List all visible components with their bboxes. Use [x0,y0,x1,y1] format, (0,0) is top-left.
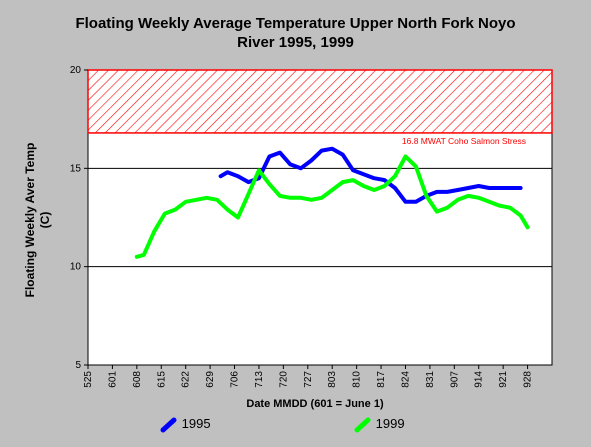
legend-item-1999: 1999 [354,416,405,433]
series-line-1995 [218,146,523,204]
legend-label-1995: 1995 [181,416,211,431]
x-tick-label-803: 803 [327,371,338,388]
legend-label-1999: 1999 [375,416,405,431]
x-tick-label-622: 622 [181,371,192,388]
x-tick-label-706: 706 [230,371,241,388]
x-tick-label-713: 713 [254,371,265,388]
x-tick-label-831: 831 [425,371,436,388]
y-axis-label-line-1: Floating Weekly Aver Temp [23,143,37,298]
x-tick-label-720: 720 [278,371,289,388]
x-tick-label-601: 601 [107,371,118,388]
y-axis-label-line-2: (C) [38,212,52,229]
x-tick-label-907: 907 [449,371,460,388]
x-tick-label-615: 615 [156,371,167,388]
x-tick-label-525: 525 [83,371,94,388]
x-tick-label-824: 824 [400,371,411,388]
plot-area: 16.8 MWAT Coho Salmon Stress 5 10 15 20 525 60… [70,65,553,388]
x-tick-label-608: 608 [132,371,143,388]
y-tick-label-5: 5 [75,360,81,371]
x-tick-label-810: 810 [352,371,363,388]
stress-threshold-band [87,69,553,134]
chart-title-line-1: Floating Weekly Average Temperature Uppe… [75,15,516,32]
legend-item-1995: 1995 [160,416,211,433]
x-tick-label-629: 629 [205,371,216,388]
y-tick-label-10: 10 [70,262,82,273]
series-line-1999 [134,154,530,259]
threshold-label: 16.8 MWAT Coho Salmon Stress [402,136,526,146]
y-tick-label-15: 15 [70,163,82,174]
x-axis-label: Date MMDD (601 = June 1) [246,398,384,410]
x-tick-label-914: 914 [474,371,485,388]
x-tick-label-727: 727 [303,371,314,388]
y-tick-label-20: 20 [70,65,82,76]
legend-swatch-1999 [354,417,371,433]
chart-title: Floating Weekly Average Temperature Uppe… [0,14,591,52]
chart-title-line-2: River 1995, 1999 [237,34,354,51]
x-tick-label-921: 921 [498,371,509,388]
x-tick-label-817: 817 [376,371,387,388]
x-tick-label-928: 928 [523,371,534,388]
legend-swatch-1995 [160,417,177,433]
